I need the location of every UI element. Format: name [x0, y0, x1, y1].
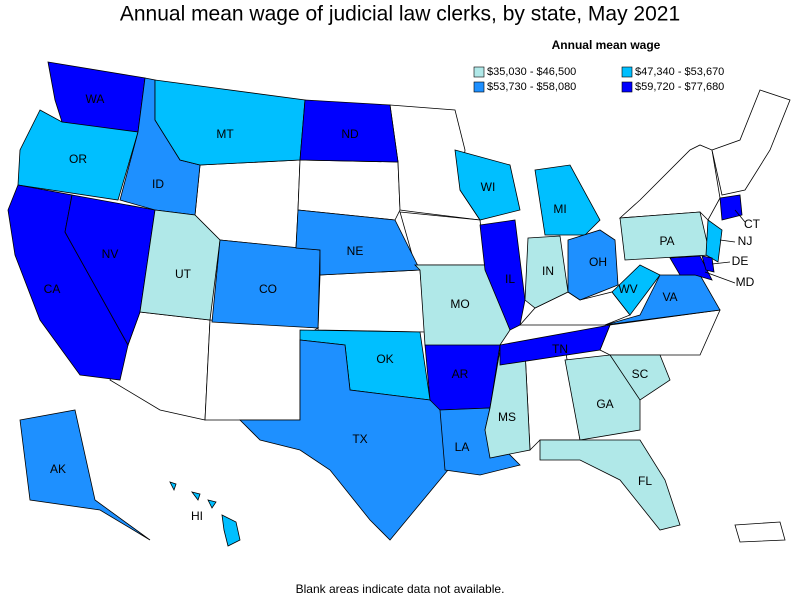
legend: $35,030 - $46,500 $47,340 - $53,670 $53,73… [473, 66, 724, 93]
leader-line [719, 239, 736, 243]
state-area [154, 79, 306, 166]
state-label: MI [553, 202, 566, 216]
state-label: OR [69, 152, 87, 166]
state-area [169, 481, 177, 492]
state-area [211, 239, 321, 329]
state-area [609, 354, 671, 401]
state-area [64, 194, 156, 346]
state-label: CA [44, 282, 61, 296]
state-area [701, 255, 715, 273]
state-area [191, 491, 201, 501]
state-label: TN [552, 342, 568, 356]
state-label: MD [736, 275, 755, 289]
state-label: HI [191, 509, 203, 523]
state-label: GA [596, 397, 613, 411]
blank-state [618, 144, 721, 221]
state-area [454, 149, 521, 221]
footnote: Blank areas indicate data not available. [296, 582, 505, 596]
state-area [524, 235, 569, 309]
state-label: WI [481, 180, 496, 194]
state-area [567, 229, 619, 301]
state-label: IN [542, 264, 554, 278]
state-label: MT [216, 127, 234, 141]
state-area [299, 99, 399, 163]
legend-label: $47,340 - $53,670 [635, 66, 724, 78]
state-area [221, 514, 241, 547]
state-label: NE [347, 244, 364, 258]
state-label: OK [376, 352, 393, 366]
state-label: CT [744, 217, 761, 231]
state-label: ID [152, 177, 164, 191]
legend-swatch [473, 81, 485, 93]
state-label: IL [505, 272, 515, 286]
state-area [207, 499, 217, 509]
state-label: TX [352, 432, 367, 446]
states: WA OR CA NV ID MT UT CO ND NE OK TX AR LA MS MO IL IN WI MI… [7, 61, 761, 547]
state-label: LA [455, 440, 470, 454]
state-area [239, 339, 449, 541]
leader-line [734, 209, 746, 223]
blank-state [317, 269, 426, 333]
state-area [539, 439, 681, 531]
blank-state [711, 89, 791, 196]
state-area [295, 209, 421, 276]
leader-line [704, 271, 736, 284]
legend-label: $53,730 - $58,080 [487, 81, 576, 93]
legend-swatch [621, 81, 633, 93]
legend-swatch [473, 66, 485, 78]
state-area [705, 219, 723, 263]
state-label: UT [175, 267, 192, 281]
blank-state [297, 159, 401, 221]
state-area [534, 164, 601, 236]
state-label: WV [618, 282, 637, 296]
state-label: NV [102, 247, 119, 261]
state-label: SC [632, 367, 649, 381]
state-label: MS [498, 410, 516, 424]
state-label: VA [662, 290, 677, 304]
blank-state [734, 521, 786, 543]
legend-label: $59,720 - $77,680 [635, 81, 724, 93]
map-title: Annual mean wage of judicial law clerks,… [120, 3, 680, 26]
state-area [17, 109, 139, 201]
legend-title: Annual mean wage [552, 38, 661, 52]
state-label: AK [50, 462, 66, 476]
leader-line [711, 261, 731, 265]
state-area [139, 209, 221, 321]
state-label: OH [589, 255, 607, 269]
state-label: NJ [738, 234, 753, 248]
state-label: FL [638, 474, 652, 488]
state-label: WA [86, 92, 105, 106]
state-area [564, 354, 641, 441]
state-area [19, 409, 151, 541]
state-label: PA [659, 234, 674, 248]
state-label: DE [732, 254, 749, 268]
state-area [669, 255, 713, 281]
state-label: CO [259, 282, 277, 296]
state-label: AR [452, 367, 469, 381]
state-area [499, 324, 611, 366]
state-label: MO [450, 297, 469, 311]
legend-swatch [621, 66, 633, 78]
legend-label: $35,030 - $46,500 [487, 66, 576, 78]
state-area [719, 194, 743, 221]
state-area [479, 219, 526, 331]
state-label: ND [341, 127, 359, 141]
